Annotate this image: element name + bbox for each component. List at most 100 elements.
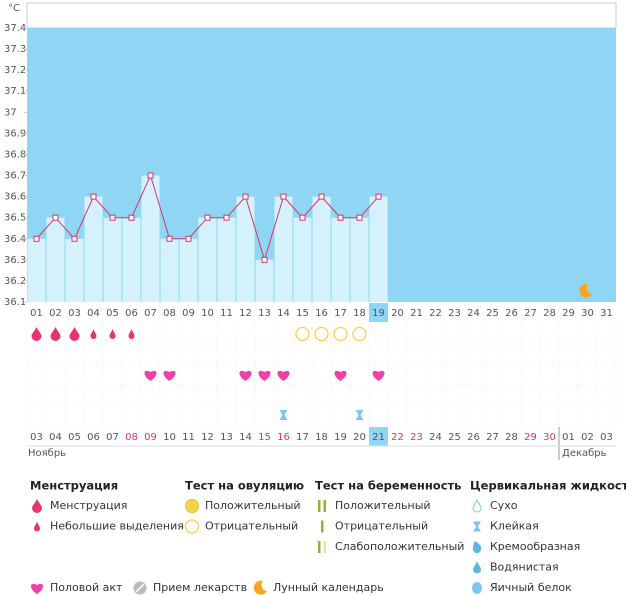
legend-title: Цервикальная жидкость	[470, 479, 626, 493]
day-label: 07	[144, 308, 157, 319]
temp-point	[71, 235, 78, 242]
drop-icon	[128, 329, 135, 339]
date-label: 23	[410, 432, 423, 443]
date-label: 03	[30, 432, 43, 443]
legend-item: Отрицательный	[335, 520, 428, 533]
date-label: 09	[144, 432, 157, 443]
ovulation-icon	[333, 326, 348, 342]
day-label: 21	[410, 308, 423, 319]
date-label: 28	[505, 432, 518, 443]
month-label: Декабрь	[562, 448, 607, 459]
date-label: 04	[49, 432, 62, 443]
date-label: 10	[163, 432, 176, 443]
y-tick-label: 36.7	[4, 171, 26, 182]
y-tick-label: 36.8	[4, 149, 26, 160]
day-label: 25	[486, 308, 499, 319]
day-label: 13	[258, 308, 271, 319]
date-label: 27	[486, 432, 499, 443]
y-tick-label: 37.4	[4, 23, 26, 34]
temp-point	[337, 214, 344, 221]
y-tick-label: 37.3	[4, 44, 26, 55]
y-tick-label: 37.1	[4, 86, 26, 97]
y-tick-label: 36.2	[4, 276, 26, 287]
test-icon	[318, 541, 321, 553]
date-label: 15	[258, 432, 271, 443]
temp-point	[356, 214, 363, 221]
day-row	[27, 302, 616, 322]
date-label: 08	[125, 432, 138, 443]
unit: °С	[8, 3, 20, 14]
temp-bar	[141, 175, 160, 302]
date-label: 12	[201, 432, 214, 443]
day-label: 24	[467, 308, 480, 319]
drop-icon	[69, 327, 80, 342]
legend-item: Слабоположительный	[335, 540, 464, 553]
date-label: 18	[315, 432, 328, 443]
y-tick-label: 36.6	[4, 192, 26, 203]
legend-title: Менструация	[30, 479, 118, 493]
heart-icon	[277, 370, 290, 381]
drop-icon	[32, 499, 42, 513]
day-label: 28	[543, 308, 556, 319]
day-label: 05	[106, 308, 119, 319]
day-label: 23	[448, 308, 461, 319]
day-label: 27	[524, 308, 537, 319]
legend-item: Кремообразная	[490, 540, 580, 553]
sticky-icon	[279, 410, 288, 420]
temp-point	[299, 214, 306, 221]
date-label: 16	[277, 432, 290, 443]
day-label: 11	[220, 308, 233, 319]
temp-point	[33, 235, 40, 242]
day-label: 06	[125, 308, 138, 319]
date-label: 17	[296, 432, 309, 443]
date-label: 14	[239, 432, 252, 443]
date-label: 19	[334, 432, 347, 443]
temp-bar	[65, 238, 84, 302]
temp-bar	[350, 217, 369, 302]
date-label: 24	[429, 432, 442, 443]
selected-date	[369, 427, 388, 446]
date-label: 20	[353, 432, 366, 443]
day-label: 04	[87, 308, 100, 319]
test-icon	[323, 500, 326, 512]
day-label: 15	[296, 308, 309, 319]
day-label: 18	[353, 308, 366, 319]
drop-icon	[90, 329, 97, 339]
legend-item: Положительный	[335, 499, 431, 512]
temp-bar	[198, 217, 217, 302]
day-label: 10	[201, 308, 214, 319]
date-label: 11	[182, 432, 195, 443]
temp-bar	[255, 259, 274, 302]
day-label: 03	[68, 308, 81, 319]
temp-point	[109, 214, 116, 221]
temp-bar	[179, 238, 198, 302]
day-label: 14	[277, 308, 290, 319]
temp-bar	[160, 238, 179, 302]
fluid-icon	[472, 582, 482, 594]
date-label: 01	[562, 432, 575, 443]
ovulation-icon	[184, 519, 200, 534]
test-icon	[318, 500, 321, 512]
temp-bar	[84, 196, 103, 302]
heart-icon	[144, 370, 157, 381]
moon-icon	[579, 283, 593, 298]
date-label: 29	[524, 432, 537, 443]
day-label: 08	[163, 308, 176, 319]
date-label: 06	[87, 432, 100, 443]
drop-icon	[34, 521, 40, 532]
temp-point	[147, 172, 154, 179]
temp-bar	[312, 196, 331, 302]
selected-day	[369, 303, 388, 322]
temp-point	[128, 214, 135, 221]
day-label: 26	[505, 308, 518, 319]
drop-icon	[109, 329, 116, 339]
temp-bar	[46, 217, 65, 302]
legend-item: Яичный белок	[490, 581, 572, 594]
temp-point	[90, 193, 97, 200]
legend-item: Небольшие выделения	[50, 520, 184, 533]
legend-item: Прием лекарств	[153, 581, 247, 594]
temp-point	[204, 214, 211, 221]
date-label: 22	[391, 432, 404, 443]
date-label: 05	[68, 432, 81, 443]
legend-item: Сухо	[490, 499, 518, 512]
